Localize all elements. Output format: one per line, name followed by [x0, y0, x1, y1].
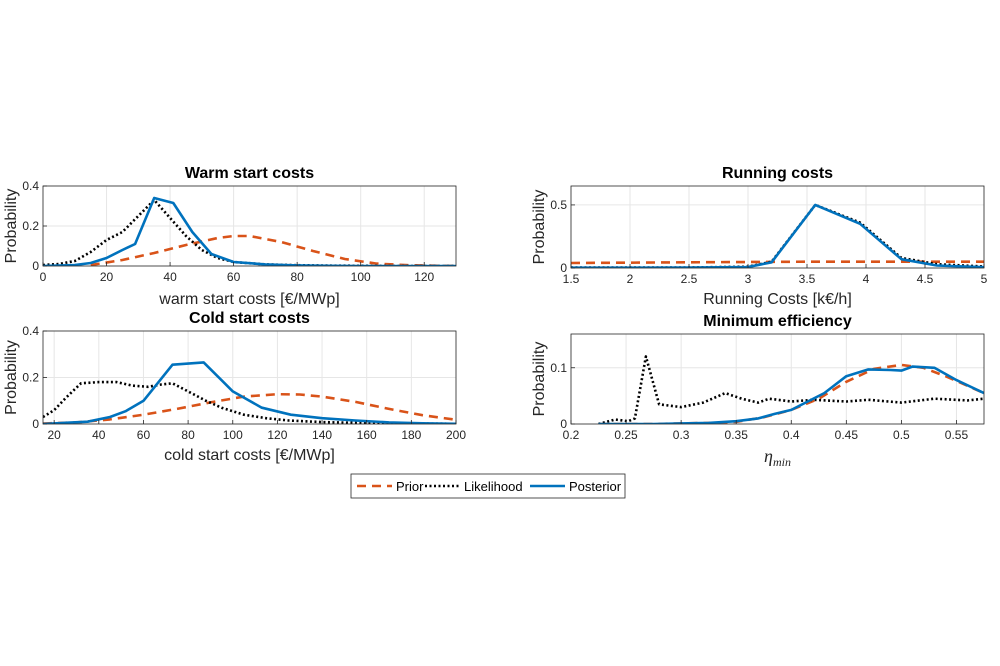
chart-3: 20 40 60 80 100 120 140 160 180 200 0 0.2 0.4 Cold st… — [3, 310, 466, 464]
x-tick-label: 0.35 — [725, 428, 749, 442]
y-tick-label: 0 — [32, 259, 39, 273]
chart-4: 0.2 0.25 0.3 0.35 0.4 0.45 0.5 0.55 0 0.1 Minimum … — [531, 313, 985, 469]
x-tick-label: 2.5 — [681, 272, 698, 286]
x-tick-label: 60 — [137, 428, 151, 442]
x-tick-label: 0.45 — [835, 428, 859, 442]
legend-label-likelihood: Likelihood — [464, 479, 523, 494]
axes-box — [570, 333, 985, 425]
y-tick-label: 0.5 — [550, 198, 567, 212]
axes-box — [570, 185, 985, 269]
y-axis-label: Probability — [3, 340, 20, 415]
x-tick-label: 80 — [290, 270, 304, 284]
y-tick-label: 0.1 — [550, 361, 567, 375]
series-prior — [571, 260, 984, 265]
y-tick-label: 0.2 — [22, 219, 39, 233]
legend-label-posterior: Posterior — [569, 479, 622, 494]
x-tick-label: 40 — [92, 428, 106, 442]
x-tick-label: 120 — [414, 270, 434, 284]
y-axis-label: Probability — [3, 189, 20, 264]
x-tick-label: 100 — [351, 270, 371, 284]
y-axis-label: Probability — [531, 190, 548, 265]
x-tick-label: 2 — [627, 272, 634, 286]
x-tick-label: 4 — [863, 272, 870, 286]
x-axis-label: ηmin — [764, 446, 791, 469]
x-tick-label: 0.5 — [893, 428, 910, 442]
y-tick-label: 0.4 — [22, 179, 39, 193]
series-posterior — [43, 196, 456, 266]
x-tick-label: 0.3 — [673, 428, 690, 442]
x-tick-label: 140 — [312, 428, 332, 442]
x-tick-label: 0.55 — [945, 428, 969, 442]
chart-title: Cold start costs — [189, 310, 310, 327]
x-tick-label: 20 — [100, 270, 114, 284]
chart-title: Running costs — [722, 165, 833, 182]
y-tick-label: 0 — [560, 417, 567, 431]
chart-2: 1.5 2 2.5 3 3.5 4 4.5 5 0 0.5 Running costs Probabi… — [531, 165, 988, 308]
x-tick-label: 120 — [267, 428, 287, 442]
x-tick-label: 4.5 — [917, 272, 934, 286]
x-tick-label: 0 — [40, 270, 47, 284]
x-tick-label: 0.25 — [614, 428, 638, 442]
y-tick-label: 0 — [560, 261, 567, 275]
x-tick-label: 100 — [223, 428, 243, 442]
x-tick-label: 3 — [745, 272, 752, 286]
legend: Prior Likelihood Posterior — [350, 473, 626, 499]
x-axis-label: Running Costs [k€/h] — [703, 291, 852, 308]
x-tick-label: 160 — [357, 428, 377, 442]
series-likelihood — [598, 355, 984, 424]
x-tick-label: 0.4 — [783, 428, 800, 442]
y-tick-label: 0.4 — [22, 324, 39, 338]
plot-area — [571, 334, 984, 424]
x-tick-label: 5 — [981, 272, 988, 286]
y-axis-label: Probability — [531, 342, 548, 417]
chart-title: Warm start costs — [185, 165, 314, 182]
legend-label-prior: Prior — [396, 479, 424, 494]
series-posterior — [43, 361, 456, 424]
x-tick-label: 0.2 — [563, 428, 580, 442]
x-tick-label: 200 — [446, 428, 466, 442]
x-tick-label: 3.5 — [799, 272, 816, 286]
x-axis-label: warm start costs [€/MWp] — [158, 291, 339, 308]
x-axis-label: cold start costs [€/MWp] — [164, 447, 335, 464]
x-tick-label: 20 — [47, 428, 61, 442]
x-tick-label: 1.5 — [563, 272, 580, 286]
chart-1: 0 20 40 60 80 100 120 0 0.2 0.4 Warm start costs Pr… — [3, 165, 457, 308]
y-tick-label: 0 — [32, 417, 39, 431]
x-tick-label: 60 — [227, 270, 241, 284]
legend-box — [350, 473, 626, 499]
series-likelihood — [43, 380, 456, 424]
x-tick-label: 40 — [163, 270, 177, 284]
y-tick-label: 0.2 — [22, 371, 39, 385]
x-tick-label: 80 — [181, 428, 195, 442]
chart-title: Minimum efficiency — [703, 313, 852, 330]
x-tick-label: 180 — [401, 428, 421, 442]
